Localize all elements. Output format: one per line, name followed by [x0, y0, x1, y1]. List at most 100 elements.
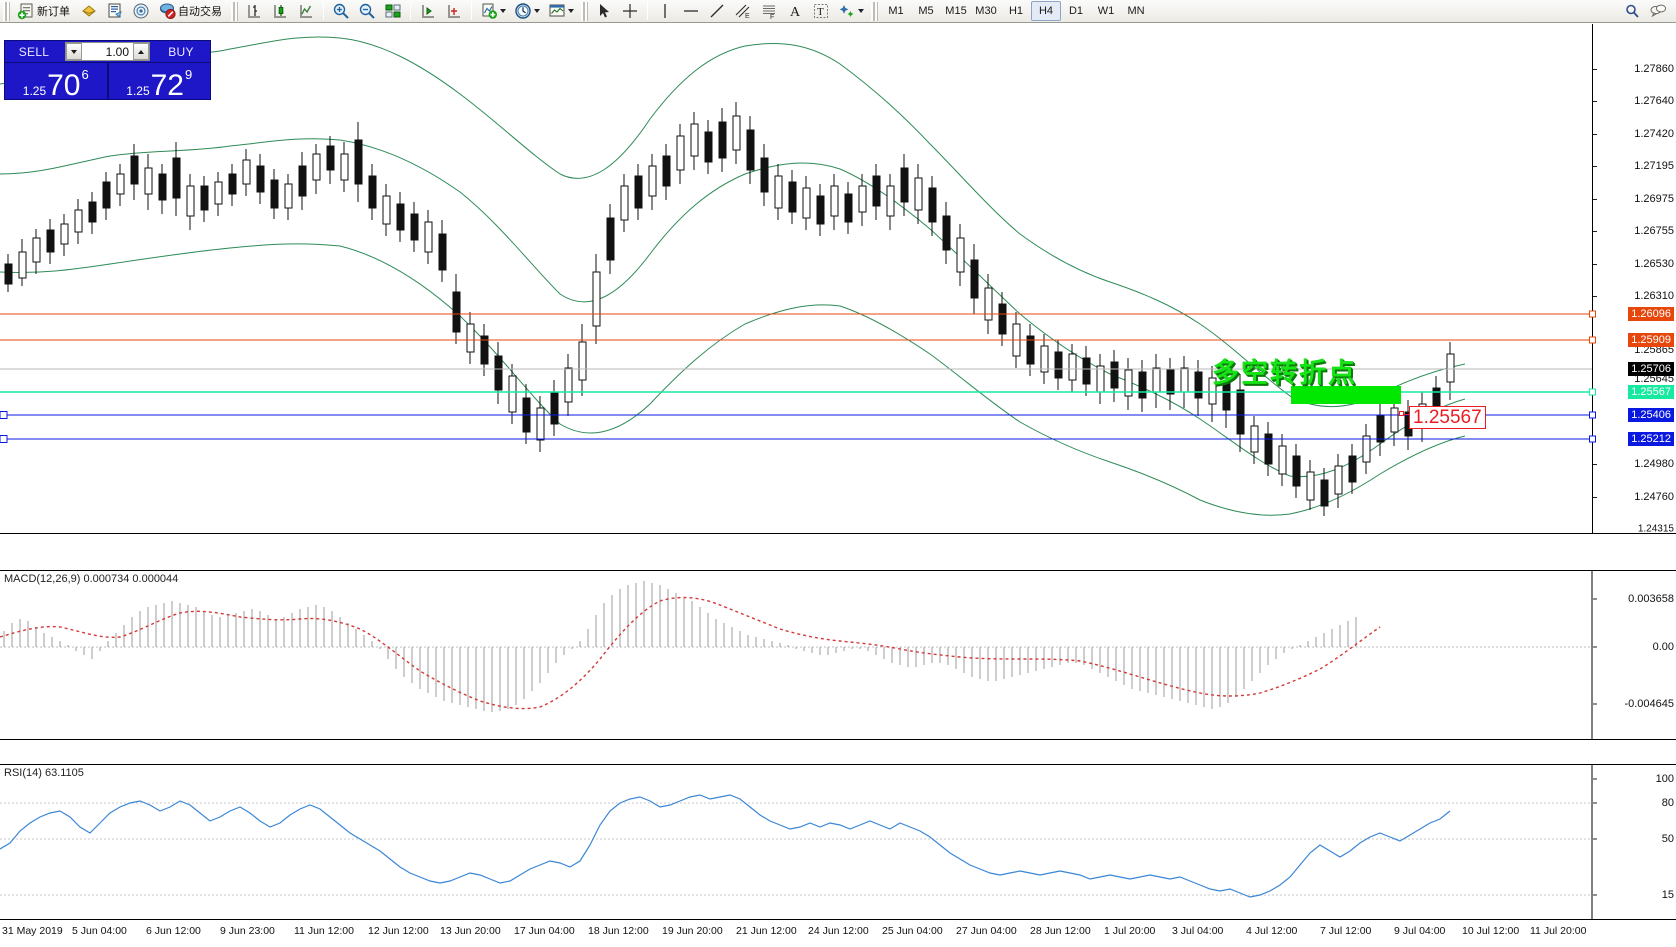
price-tick	[1593, 231, 1597, 232]
toolbar-grip-4[interactable]	[871, 1, 878, 21]
period-button[interactable]	[511, 1, 543, 22]
chevron-down-icon-3[interactable]	[568, 9, 574, 13]
price-axis-line	[1592, 24, 1593, 533]
tile-windows-icon	[384, 2, 402, 20]
text-label-icon: T	[812, 2, 830, 20]
timeframe-mn[interactable]: MN	[1127, 5, 1145, 17]
text-button[interactable]: A	[783, 1, 807, 22]
navigator-button[interactable]	[129, 1, 153, 22]
vertical-line-button[interactable]	[653, 1, 677, 22]
new-order-label: 新订单	[37, 6, 70, 18]
level-tag-125909[interactable]: 1.25909	[1628, 333, 1674, 347]
buy-price-display[interactable]: 1.25 72 9	[109, 63, 211, 101]
macd-scale-label: 0.003658	[1628, 593, 1674, 605]
price-callout-label[interactable]: 1.25567	[1409, 406, 1486, 429]
chevron-down-icon[interactable]	[500, 9, 506, 13]
level-handle[interactable]	[1589, 411, 1596, 419]
chevron-down-icon-2[interactable]	[534, 9, 540, 13]
equidistant-channel-button[interactable]: E	[731, 1, 755, 22]
time-label: 25 Jun 04:00	[882, 925, 943, 937]
fibonacci-button[interactable]: F	[757, 1, 781, 22]
timeframe-m1[interactable]: M1	[888, 5, 904, 17]
price-tick	[1593, 497, 1597, 498]
rsi-pane[interactable]: RSI(14) 63.1105 100 80 50 15	[0, 764, 1676, 929]
callout-anchor-handle[interactable]	[1399, 411, 1404, 416]
hline-icon	[682, 2, 700, 20]
level-handle[interactable]	[1589, 310, 1596, 318]
auto-trading-icon	[158, 2, 176, 20]
objects-button[interactable]	[835, 1, 867, 22]
search-button[interactable]	[1620, 1, 1644, 22]
level-tag-125406[interactable]: 1.25406	[1628, 408, 1674, 422]
auto-trading-button[interactable]: 自动交易	[155, 1, 227, 22]
auto-scroll-button[interactable]	[442, 1, 466, 22]
macd-pane[interactable]: MACD(12,26,9) 0.000734 0.000044	[0, 570, 1676, 740]
crosshair-button[interactable]	[618, 1, 642, 22]
level-handle[interactable]	[1589, 435, 1596, 443]
cursor-button[interactable]	[592, 1, 616, 22]
volume-decrease-button[interactable]	[66, 43, 82, 60]
price-tick-label: 1.24980	[1634, 458, 1674, 470]
volume-input[interactable]: 1.00	[82, 43, 133, 60]
chart-area: 多空转折点 1.25567 1.27860 1.27640 1.27420 1.…	[0, 24, 1676, 929]
time-label: 1 Jul 20:00	[1104, 925, 1156, 937]
chevron-down-icon-4[interactable]	[858, 9, 864, 13]
level-tag-125706[interactable]: 1.25706	[1628, 362, 1674, 376]
new-order-button[interactable]: 新订单	[14, 1, 75, 22]
timeframe-m5[interactable]: M5	[918, 5, 934, 17]
toolbar-separator-1	[323, 2, 324, 20]
timeframe-h4[interactable]: H4	[1031, 1, 1061, 21]
buy-price-prefix: 1.25	[126, 84, 150, 98]
timeframe-m15[interactable]: M15	[945, 5, 967, 17]
zoom-out-button[interactable]	[355, 1, 379, 22]
sell-price-prefix: 1.25	[22, 84, 47, 98]
tile-windows-button[interactable]	[381, 1, 405, 22]
sell-button[interactable]: SELL	[18, 44, 50, 59]
chat-button[interactable]	[1646, 1, 1670, 22]
search-icon	[1623, 2, 1641, 20]
candlestick-chart-button[interactable]	[268, 1, 292, 22]
time-label: 5 Jun 04:00	[72, 925, 127, 937]
chart-annotation-text[interactable]: 多空转折点	[1212, 358, 1357, 389]
toolbar-grip[interactable]	[3, 1, 10, 21]
price-tick-label: 1.27860	[1634, 63, 1674, 75]
level-tag-126096[interactable]: 1.26096	[1628, 307, 1674, 321]
timeframe-d1[interactable]: D1	[1068, 5, 1084, 17]
level-handle[interactable]	[1589, 388, 1596, 396]
timeframe-h1[interactable]: H1	[1008, 5, 1024, 17]
timeframe-w1[interactable]: W1	[1097, 5, 1115, 17]
templates-button[interactable]	[545, 1, 577, 22]
zoom-in-button[interactable]	[329, 1, 353, 22]
time-axis[interactable]: 31 May 2019 5 Jun 04:00 6 Jun 12:00 9 Ju…	[0, 919, 1676, 947]
timeframe-m30[interactable]: M30	[975, 5, 997, 17]
shift-end-button[interactable]	[416, 1, 440, 22]
sell-price-display[interactable]: 1.25 70 6	[5, 63, 107, 101]
objects-icon	[838, 2, 856, 20]
buy-button[interactable]: BUY	[168, 44, 194, 59]
level-tag-125212[interactable]: 1.25212	[1628, 432, 1674, 446]
indicators-button[interactable]	[477, 1, 509, 22]
price-pane[interactable]: 多空转折点 1.25567 1.27860 1.27640 1.27420 1.…	[0, 24, 1676, 534]
volume-stepper[interactable]: 1.00	[65, 42, 150, 61]
toolbar-grip-2[interactable]	[231, 1, 238, 21]
volume-increase-button[interactable]	[133, 43, 149, 60]
expert-advisor-button[interactable]	[77, 1, 101, 22]
line-chart-button[interactable]	[294, 1, 318, 22]
trendline-button[interactable]	[705, 1, 729, 22]
data-window-button[interactable]	[103, 1, 127, 22]
toolbar-grip-3[interactable]	[581, 1, 588, 21]
level-handle[interactable]	[1589, 336, 1596, 344]
bar-chart-button[interactable]	[242, 1, 266, 22]
zoom-in-icon	[332, 2, 350, 20]
time-label: 31 May 2019	[2, 925, 63, 937]
period-icon	[514, 2, 532, 20]
price-tick-label: 1.24760	[1634, 491, 1674, 503]
one-click-trading-panel[interactable]: SELL 1.00 BUY 1.25 70 6 1.25 72 9	[4, 40, 211, 101]
level-tag-125567[interactable]: 1.25567	[1628, 385, 1674, 399]
green-rectangle-object[interactable]	[1291, 386, 1401, 404]
text-label-button[interactable]: T	[809, 1, 833, 22]
time-label: 10 Jul 12:00	[1462, 925, 1520, 937]
horizontal-line-button[interactable]	[679, 1, 703, 22]
auto-trading-label: 自动交易	[178, 6, 222, 18]
price-tick	[1593, 166, 1597, 167]
